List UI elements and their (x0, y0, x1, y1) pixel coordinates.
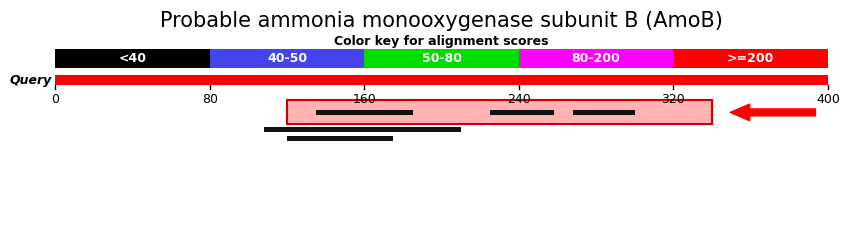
Bar (519, 49, 673, 68)
Text: Color key for alignment scores: Color key for alignment scores (334, 35, 548, 48)
Bar (263, 128, 461, 132)
Text: 240: 240 (507, 93, 530, 106)
Text: <40: <40 (119, 52, 146, 65)
Bar (364, 49, 519, 68)
Text: 50-80: 50-80 (422, 52, 461, 65)
Text: Probable ammonia monooxygenase subunit B (AmoB): Probable ammonia monooxygenase subunit B… (160, 11, 723, 31)
Bar (210, 49, 364, 68)
Bar (673, 49, 828, 68)
Text: 320: 320 (661, 93, 685, 106)
Bar (287, 100, 712, 124)
Text: 80: 80 (201, 93, 218, 106)
Bar (573, 110, 635, 115)
Bar (287, 136, 393, 141)
Text: 400: 400 (816, 93, 839, 106)
Bar (490, 110, 554, 115)
Text: 160: 160 (352, 93, 376, 106)
Text: 40-50: 40-50 (267, 52, 307, 65)
Bar (55, 75, 828, 85)
FancyArrowPatch shape (730, 104, 815, 121)
Bar (55, 49, 210, 68)
Text: 0: 0 (51, 93, 59, 106)
Text: >=200: >=200 (727, 52, 774, 65)
Text: 80-200: 80-200 (572, 52, 621, 65)
Bar (316, 110, 412, 115)
Text: Query: Query (9, 74, 52, 87)
